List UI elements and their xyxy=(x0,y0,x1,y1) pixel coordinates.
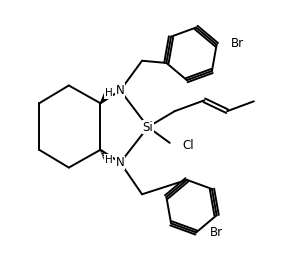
Text: H: H xyxy=(105,155,112,165)
Text: Br: Br xyxy=(230,37,244,50)
Text: N: N xyxy=(116,156,125,169)
Text: N: N xyxy=(116,84,125,97)
Text: H: H xyxy=(105,88,112,98)
Text: Si: Si xyxy=(142,120,153,134)
Text: Br: Br xyxy=(210,226,223,239)
Polygon shape xyxy=(100,93,108,103)
Text: Cl: Cl xyxy=(182,139,194,152)
